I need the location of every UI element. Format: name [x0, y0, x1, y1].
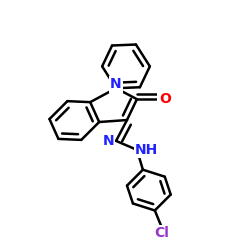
- Text: N: N: [110, 77, 122, 91]
- Text: Cl: Cl: [154, 226, 169, 240]
- Text: O: O: [159, 92, 171, 106]
- Text: N: N: [102, 134, 114, 148]
- Text: NH: NH: [135, 143, 158, 157]
